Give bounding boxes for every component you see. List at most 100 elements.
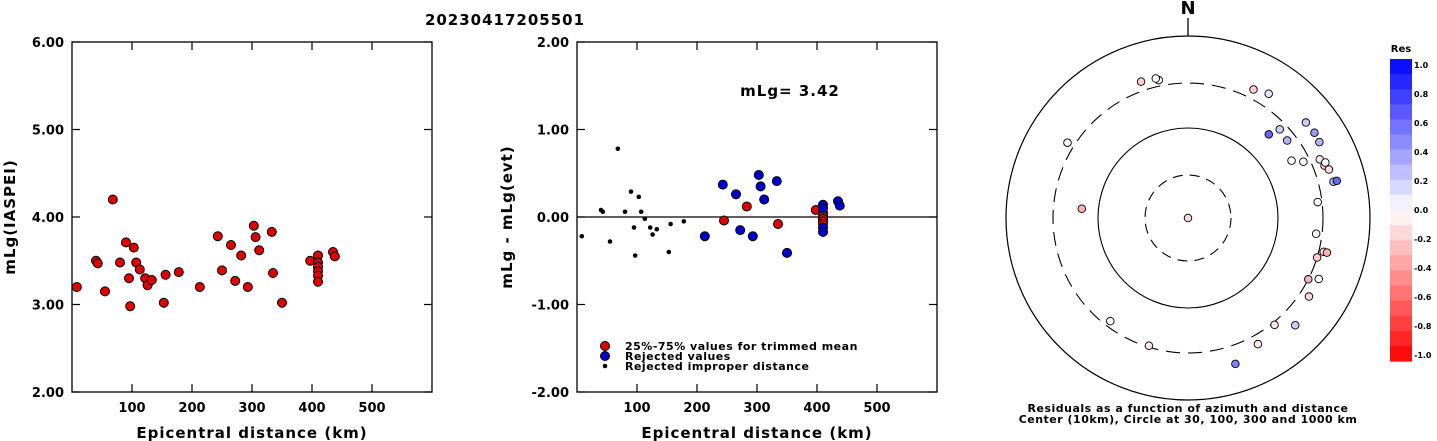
polar-point [1249, 85, 1258, 94]
legend-marker-rejected [600, 351, 610, 361]
colorbar-segment [1390, 345, 1412, 362]
colorbar-title: Res [1391, 44, 1411, 55]
polar-point [1324, 165, 1334, 174]
data-point [642, 216, 648, 222]
data-point [217, 265, 227, 276]
y-axis-label-1: mLg(IASPEI) [1, 159, 19, 274]
data-point [71, 282, 82, 292]
colorbar-segment [1390, 255, 1412, 271]
polar-point [1275, 125, 1284, 134]
data-point [212, 231, 223, 242]
data-point [615, 146, 621, 152]
colorbar-segment [1390, 210, 1412, 226]
colorbar-segment [1390, 89, 1412, 105]
data-point [115, 257, 125, 268]
polar-point [1304, 275, 1313, 284]
data-point [818, 226, 828, 237]
colorbar-segment [1390, 74, 1412, 90]
data-point [719, 215, 729, 226]
data-point [277, 297, 287, 308]
data-point [731, 189, 741, 200]
data-point [755, 181, 766, 192]
data-point [124, 273, 134, 284]
y-tick-label: -1.00 [532, 299, 569, 314]
colorbar-label: 0.6 [1414, 119, 1429, 128]
x-tick-label: 100 [623, 401, 650, 416]
y-tick-label: 2.00 [32, 386, 64, 401]
colorbar-segment [1390, 270, 1412, 287]
polar-point [1314, 274, 1323, 284]
data-point [92, 258, 103, 269]
colorbar-segment [1390, 164, 1412, 181]
data-point [699, 231, 710, 242]
data-point [668, 221, 673, 227]
polar-point [1311, 229, 1321, 238]
caption-line-1: Residuals as a function of azimuth and d… [1028, 402, 1349, 415]
data-point [607, 239, 613, 244]
chart-polar-residuals: N Residuals as a function of azimuth and… [1005, 0, 1371, 426]
data-point [579, 233, 585, 239]
polar-point [1136, 77, 1146, 86]
data-point [741, 201, 752, 212]
x-axis-label-2: Epicentral distance (km) [641, 424, 872, 441]
colorbar-label: 0.2 [1414, 177, 1428, 186]
colorbar-segment [1390, 285, 1412, 302]
polar-point [1264, 89, 1273, 99]
y-tick-label: 6.00 [32, 36, 64, 51]
colorbar: Res 1.0 0.8 0.6 0.4 0.2 0.0 -0.2 -0.4 -0.6 -0.8 -1… [1390, 44, 1432, 362]
north-label: N [1180, 0, 1195, 19]
data-point [666, 249, 672, 255]
data-point [250, 232, 261, 243]
polar-point [1315, 137, 1324, 147]
data-point [717, 179, 728, 190]
data-point [747, 231, 758, 242]
y-tick-label: 2.00 [537, 36, 569, 51]
data-point [622, 209, 628, 215]
colorbar-segment [1390, 104, 1412, 120]
data-point [782, 247, 792, 258]
colorbar-label: -0.2 [1414, 235, 1432, 244]
figure-title: 20230417205501 [425, 11, 585, 29]
ring-100km [1097, 127, 1279, 309]
colorbar-segment [1390, 300, 1412, 317]
data-point [681, 219, 687, 224]
polar-point [1322, 248, 1332, 257]
data-point [128, 242, 139, 253]
data-point [329, 251, 340, 262]
x-tick-label: 400 [298, 401, 325, 416]
colorbar-segment [1390, 194, 1412, 211]
data-point [735, 225, 746, 236]
x-axis-label-1: Epicentral distance (km) [136, 424, 367, 441]
colorbar-segment [1390, 134, 1412, 151]
colorbar-label: 1.0 [1414, 61, 1429, 70]
colorbar-segment [1390, 179, 1412, 196]
data-point [773, 219, 783, 229]
data-point [146, 275, 157, 285]
colorbar-label: -0.4 [1414, 264, 1432, 273]
chart-residual-vs-distance: 100 200 300 400 500 -2.00 -1.00 0.00 1.00 2.00 mL… [498, 36, 938, 441]
data-point [647, 225, 653, 230]
ring-30km [1144, 174, 1232, 262]
polar-point [1144, 341, 1154, 351]
legend: 25%-75% values for trimmed mean Rejected… [600, 340, 857, 373]
colorbar-segment [1390, 330, 1412, 347]
colorbar-segment [1390, 59, 1412, 75]
x-tick-label: 400 [803, 401, 830, 416]
colorbar-label: -0.8 [1414, 322, 1432, 331]
data-point [158, 297, 169, 308]
colorbar-label: 0.8 [1414, 90, 1429, 99]
polar-point [1106, 316, 1115, 326]
colorbar-label: -0.6 [1414, 293, 1432, 302]
data-point [226, 240, 236, 250]
legend-marker-trimmed [600, 341, 610, 351]
x-tick-label: 300 [743, 401, 770, 416]
data-point [638, 209, 644, 215]
data-point [632, 253, 638, 258]
data-point [160, 269, 171, 280]
polar-point [1282, 136, 1292, 145]
plot-frame-1 [71, 41, 433, 393]
polar-point [1231, 359, 1240, 369]
data-point [759, 194, 770, 205]
data-point [100, 286, 110, 297]
